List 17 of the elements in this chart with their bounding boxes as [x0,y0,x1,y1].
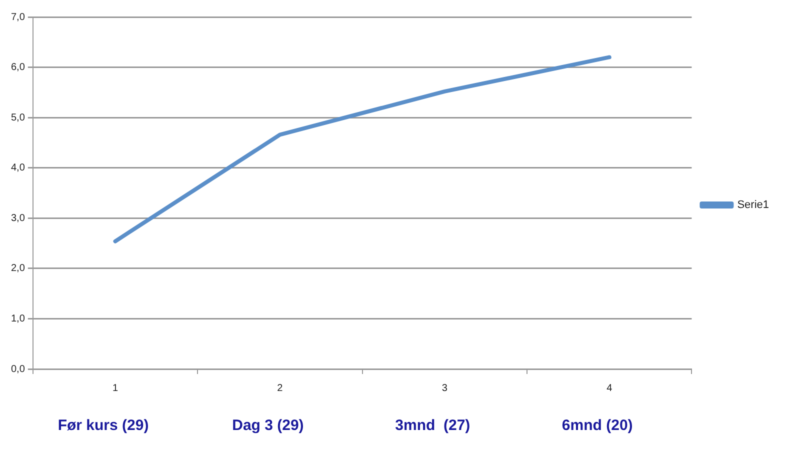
x-tick-label: 4 [606,382,613,394]
x-tick-label: 2 [277,382,284,394]
text: Dag 3 (29) [232,417,304,434]
legend-label: Serie1 [737,199,769,212]
y-tick-label: 5,0 [10,112,26,124]
y-tick-label: 3,0 [10,212,26,224]
text: Før kurs (29) [58,417,149,434]
y-tick-label: 1,0 [10,313,26,324]
y-tick-label: 2,0 [10,263,26,274]
x-tick-label: 3 [442,382,448,394]
y-tick-label: 0,0 [10,364,26,375]
text: 6mnd (20) [562,417,633,434]
text: 3mnd (27) [395,417,470,434]
y-tick-label: 7,0 [10,12,26,23]
y-tick-label: 6,0 [10,62,26,74]
y-tick-label: 4,0 [10,162,26,174]
x-tick-label: 1 [112,382,118,394]
